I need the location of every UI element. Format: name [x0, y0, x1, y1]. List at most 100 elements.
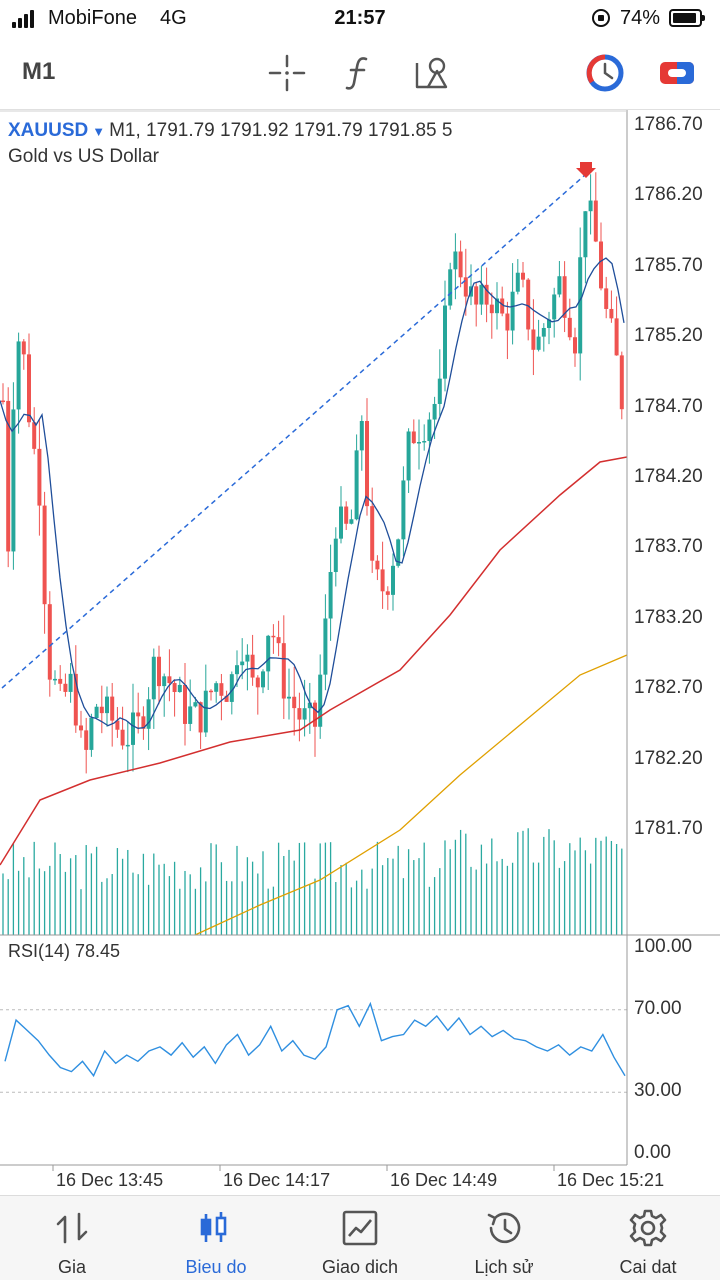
candle-body	[583, 211, 588, 258]
candle-body	[573, 337, 577, 354]
candle-body	[276, 637, 281, 644]
time-axis-label: 16 Dec 15:21	[557, 1170, 665, 1190]
price-chart[interactable]: XAUUSD ▼ M1, 1791.79 1791.92 1791.79 1791.…	[0, 110, 720, 1195]
candle-body	[448, 269, 453, 306]
candle-body	[302, 708, 307, 720]
candle-body	[37, 448, 42, 506]
rsi-axis-label: 0.00	[634, 1142, 671, 1163]
rsi-axis-label: 30.00	[634, 1080, 682, 1102]
candle-body	[266, 635, 271, 672]
quotes-icon	[56, 1212, 88, 1244]
candle-body	[349, 519, 354, 524]
price-axis-label: 1782.70	[634, 677, 703, 699]
candle-body	[250, 654, 255, 678]
chart-toolbar: M1	[0, 36, 720, 110]
function-icon[interactable]	[338, 52, 380, 94]
candle-body	[110, 696, 115, 721]
chart-canvas[interactable]	[0, 110, 720, 1195]
candle-body	[198, 702, 203, 733]
clock-icon[interactable]	[584, 52, 626, 94]
candle-body	[224, 695, 229, 702]
candle-body	[458, 251, 463, 278]
candle-body	[11, 409, 16, 552]
symbol-dropdown-icon[interactable]: ▼	[92, 124, 106, 139]
candle-body	[42, 505, 47, 605]
candle-body	[105, 696, 109, 714]
price-axis-label: 1786.70	[634, 114, 703, 135]
rsi-line	[4, 1001, 626, 1078]
ma-slow-line	[194, 654, 628, 936]
candle-body	[531, 329, 536, 350]
time-axis-label: 16 Dec 13:45	[56, 1170, 164, 1190]
candle-body	[489, 304, 494, 314]
rsi-axis-label: 70.00	[634, 997, 682, 1019]
trade-icon[interactable]	[656, 52, 698, 94]
candle-body	[177, 684, 182, 693]
candle-body	[396, 539, 401, 566]
candle-body	[437, 378, 442, 404]
candle-body	[157, 656, 161, 687]
candle-body	[235, 665, 239, 675]
status-bar: MobiFone 4G 21:57 74%	[0, 0, 720, 36]
rotation-lock-icon	[592, 9, 610, 27]
ma-fast-line	[0, 257, 625, 729]
candle-body	[328, 572, 333, 619]
candle-body	[354, 450, 359, 520]
candle-body	[406, 431, 411, 481]
candle-body	[515, 272, 520, 292]
battery-icon	[669, 9, 705, 27]
price-axis-label: 1783.20	[634, 606, 703, 628]
clock: 21:57	[334, 7, 386, 29]
candle-body	[474, 286, 479, 305]
chart-icon	[200, 1212, 227, 1242]
candle-body	[203, 690, 208, 733]
nav-label: Cai dat	[619, 1257, 677, 1277]
crosshair-icon[interactable]	[266, 52, 308, 94]
nav-chart[interactable]: Bieu do	[144, 1196, 288, 1280]
candle-body	[453, 251, 458, 270]
nav-trade[interactable]: Giao dich	[288, 1196, 432, 1280]
candle-body	[32, 422, 37, 449]
network-type: 4G	[160, 7, 187, 29]
candle-body	[323, 618, 328, 675]
candle-body	[313, 702, 317, 727]
price-axis-label: 1782.20	[634, 747, 703, 769]
symbol-name[interactable]: XAUUSD	[8, 120, 89, 141]
candle-body	[271, 635, 276, 638]
candle-body	[385, 591, 390, 595]
candle-body	[219, 683, 224, 696]
candle-body	[131, 712, 135, 745]
time-axis-label: 16 Dec 14:17	[223, 1170, 331, 1190]
candle-body	[557, 276, 562, 295]
nav-history[interactable]: Lịch sử	[432, 1196, 576, 1280]
candle-body	[619, 355, 624, 410]
nav-quotes[interactable]: Gia	[0, 1196, 144, 1280]
objects-icon[interactable]	[412, 52, 454, 94]
sell-arrow-icon	[576, 162, 596, 178]
candle-body	[588, 200, 593, 212]
candle-body	[297, 708, 302, 720]
candle-body	[526, 279, 531, 330]
price-axis-label: 1784.20	[634, 466, 703, 487]
candle-body	[552, 294, 557, 320]
candle-body	[209, 690, 213, 693]
candle-body	[432, 403, 437, 420]
symbol-header[interactable]: XAUUSD ▼ M1, 1791.79 1791.92 1791.79 1791.…	[8, 120, 452, 142]
price-axis-label: 1786.20	[634, 184, 703, 206]
candle-body	[193, 702, 198, 707]
rsi-title: RSI(14) 78.45	[8, 941, 121, 961]
candle-body	[370, 506, 375, 561]
candle-body	[183, 684, 187, 724]
timeframe-button[interactable]: M1	[22, 58, 56, 85]
candle-body	[68, 673, 73, 692]
rsi-axis-label: 100.00	[634, 936, 693, 957]
candle-body	[255, 677, 260, 688]
candle-body	[162, 676, 167, 687]
trade-chart-icon	[342, 1210, 378, 1246]
candle-body	[172, 683, 177, 693]
nav-settings[interactable]: Cai dat	[576, 1196, 720, 1280]
history-icon	[487, 1212, 521, 1244]
candle-body	[359, 421, 364, 451]
ohlc-info: M1, 1791.79 1791.92 1791.79 1791.85 5	[109, 120, 453, 141]
price-axis-label: 1781.70	[634, 818, 703, 839]
